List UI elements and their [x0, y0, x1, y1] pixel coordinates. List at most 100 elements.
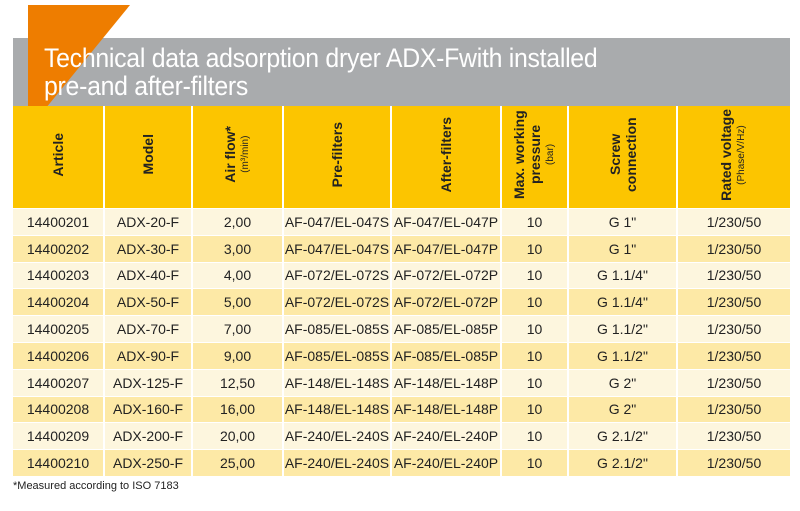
table-cell: ADX-20-F: [104, 208, 193, 236]
table-row: 14400202 ADX-30-F 3,00 AF-047/EL-047S AF-047…: [13, 234, 790, 263]
table-cell: 1/230/50: [677, 395, 790, 423]
table-cell: 1/230/50: [677, 341, 790, 370]
table-cell: 14400208: [13, 395, 105, 423]
table-cell: AF-072/EL-072P: [391, 261, 502, 289]
column-header: Rated voltage (Phase/V/Hz): [677, 106, 790, 209]
table-cell: 1/230/50: [677, 208, 790, 236]
table-cell: AF-072/EL-072S: [283, 261, 392, 289]
table-row: 14400205 ADX-70-F 7,00 AF-085/EL-085S AF-085…: [13, 315, 790, 343]
table-cell: AF-085/EL-085S: [283, 341, 392, 370]
table-cell: AF-240/EL-240P: [391, 449, 502, 476]
table-cell: ADX-200-F: [104, 422, 193, 450]
header-label: Screw connection: [606, 117, 639, 192]
table-cell: 14400209: [13, 422, 105, 450]
technical-data-table: Article Model Air flow* (m³/min) Pre-filters…: [13, 106, 790, 476]
table-cell: 25,00: [192, 449, 284, 476]
table-cell: AF-047/EL-047P: [391, 234, 502, 263]
column-header: Screw connection: [568, 106, 678, 209]
header-unit: (bar): [544, 143, 556, 166]
table-cell: 14400205: [13, 315, 105, 343]
table-cell: AF-072/EL-072S: [283, 288, 392, 316]
table-cell: 1/230/50: [677, 449, 790, 476]
header-label: Rated voltage: [718, 108, 734, 201]
table-cell: 9,00: [192, 341, 284, 370]
table-cell: ADX-125-F: [104, 368, 193, 397]
column-header: Article: [13, 106, 105, 209]
table-cell: 10: [501, 288, 569, 316]
table-cell: ADX-90-F: [104, 341, 193, 370]
table-cell: 1/230/50: [677, 422, 790, 450]
table-cell: AF-072/EL-072P: [391, 288, 502, 316]
table-row: 14400201 ADX-20-F 2,00 AF-047/EL-047S AF-047…: [13, 208, 790, 236]
table-cell: ADX-50-F: [104, 288, 193, 316]
table-cell: 1/230/50: [677, 234, 790, 263]
table-cell: G 2.1/2": [568, 422, 678, 450]
table-cell: 14400203: [13, 261, 105, 289]
header-label: Model: [140, 134, 156, 175]
header-label: Max. working pressure: [510, 110, 543, 199]
table-row: 14400210 ADX-250-F 25,00 AF-240/EL-240S AF-2…: [13, 449, 790, 476]
table-cell: G 1.1/2": [568, 341, 678, 370]
header-unit: (Phase/V/Hz): [736, 124, 747, 185]
table-cell: 5,00: [192, 288, 284, 316]
table-cell: 14400202: [13, 234, 105, 263]
header-unit: (m³/min): [239, 135, 251, 174]
table-cell: AF-047/EL-047S: [283, 234, 392, 263]
table-cell: AF-240/EL-240S: [283, 449, 392, 476]
table-cell: 4,00: [192, 261, 284, 289]
table-cell: 2,00: [192, 208, 284, 236]
header-label: Pre-filters: [329, 121, 345, 188]
column-header: Model: [104, 106, 193, 209]
table-cell: 16,00: [192, 395, 284, 423]
table-cell: AF-085/EL-085P: [391, 341, 502, 370]
table-cell: AF-085/EL-085S: [283, 315, 392, 343]
table-row: 14400209 ADX-200-F 20,00 AF-240/EL-240S AF-2…: [13, 422, 790, 450]
table-cell: AF-240/EL-240P: [391, 422, 502, 450]
page-title: Technical data adsorption dryer ADX-Fwit…: [44, 44, 598, 101]
table-cell: AF-240/EL-240S: [283, 422, 392, 450]
table-cell: G 1.1/4": [568, 288, 678, 316]
table-cell: AF-047/EL-047P: [391, 208, 502, 236]
header-label: Air flow*: [221, 126, 238, 183]
table-cell: ADX-250-F: [104, 449, 193, 476]
table-row: 14400203 ADX-40-F 4,00 AF-072/EL-072S AF-072…: [13, 261, 790, 289]
table-cell: 14400204: [13, 288, 105, 316]
footnote: *Measured according to ISO 7183: [13, 480, 179, 492]
table-cell: 14400201: [13, 208, 105, 236]
table-cell: 10: [501, 261, 569, 289]
header-label: Article: [50, 132, 66, 177]
table-cell: 10: [501, 315, 569, 343]
table-cell: 20,00: [192, 422, 284, 450]
table-cell: 1/230/50: [677, 315, 790, 343]
column-header: Pre-filters: [283, 106, 392, 209]
table-cell: AF-148/EL-148S: [283, 368, 392, 397]
table-cell: AF-148/EL-148P: [391, 395, 502, 423]
table-cell: G 2": [568, 368, 678, 397]
table-cell: 1/230/50: [677, 288, 790, 316]
table-cell: ADX-40-F: [104, 261, 193, 289]
table-cell: 14400206: [13, 341, 105, 370]
title-line-2: pre-and after-filters: [44, 71, 249, 101]
table-cell: AF-148/EL-148S: [283, 395, 392, 423]
column-header: Max. working pressure (bar): [501, 106, 569, 209]
header-label: After-filters: [438, 116, 454, 193]
table-cell: 10: [501, 422, 569, 450]
table-cell: G 1.1/2": [568, 315, 678, 343]
table-row: 14400206 ADX-90-F 9,00 AF-085/EL-085S AF-085…: [13, 341, 790, 370]
table-cell: G 2.1/2": [568, 449, 678, 476]
column-header: After-filters: [391, 106, 502, 209]
table-row: 14400207 ADX-125-F 12,50 AF-148/EL-148S AF-1…: [13, 368, 790, 397]
table-cell: ADX-30-F: [104, 234, 193, 263]
table-cell: 10: [501, 208, 569, 236]
table-cell: 14400210: [13, 449, 105, 476]
table-cell: ADX-70-F: [104, 315, 193, 343]
table-cell: 12,50: [192, 368, 284, 397]
table-cell: 10: [501, 341, 569, 370]
table-cell: G 1": [568, 208, 678, 236]
table-cell: G 2": [568, 395, 678, 423]
table-row: 14400204 ADX-50-F 5,00 AF-072/EL-072S AF-072…: [13, 288, 790, 316]
column-header: Air flow* (m³/min): [192, 106, 284, 209]
table-cell: 10: [501, 449, 569, 476]
table-cell: 3,00: [192, 234, 284, 263]
table-cell: AF-047/EL-047S: [283, 208, 392, 236]
